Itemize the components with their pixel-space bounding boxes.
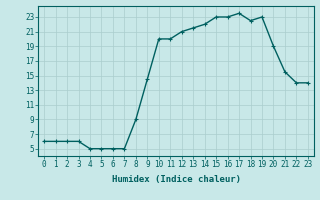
X-axis label: Humidex (Indice chaleur): Humidex (Indice chaleur) [111, 175, 241, 184]
